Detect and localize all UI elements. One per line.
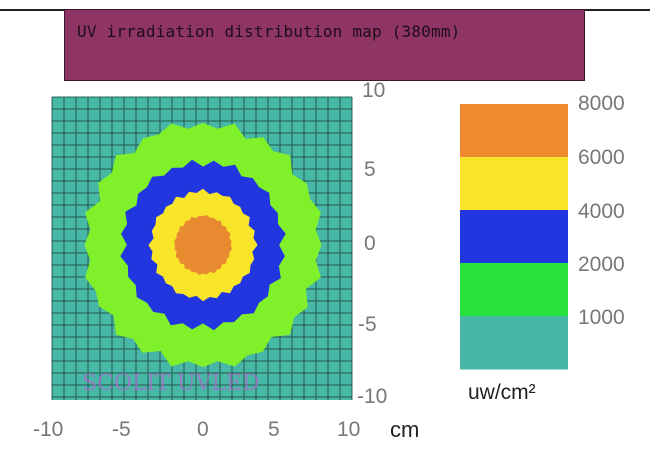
x-tick-label: 10: [337, 418, 361, 441]
chart-title: UV irradiation distribution map (380mm): [77, 22, 461, 41]
colorbar-tick-label: 2000: [578, 253, 625, 276]
y-tick-label: 10: [362, 79, 386, 102]
colorbar-tick-label: 4000: [578, 200, 625, 223]
y-tick-label: 0: [364, 232, 376, 255]
colorbar-tick-label: 8000: [578, 92, 625, 115]
colorbar-band-1000-2000: [460, 263, 568, 317]
y-tick-label: 5: [364, 158, 376, 181]
x-tick-label: 0: [197, 418, 209, 441]
colorbar-tick-label: 1000: [578, 306, 625, 329]
x-tick-label: 5: [268, 418, 280, 441]
colorbar-tick-label: 6000: [578, 146, 625, 169]
contour-6000: [173, 215, 233, 275]
watermark-text: SCOLIT UVLED: [82, 371, 260, 396]
x-axis-unit: cm: [390, 417, 420, 442]
x-tick-label: -5: [112, 418, 131, 441]
colorbar-band-2000-4000: [460, 210, 568, 264]
colorbar-band-6000-8000: [460, 104, 568, 158]
x-tick-label: -10: [33, 418, 64, 441]
plot-area: SCOLIT UVLED: [51, 96, 353, 400]
chart-title-box: UV irradiation distribution map (380mm): [64, 9, 585, 81]
colorbar-band-0-1000: [460, 316, 568, 370]
y-tick-label: -5: [358, 313, 377, 336]
y-tick-label: -10: [357, 385, 388, 408]
colorbar-unit: uw/cm²: [468, 381, 536, 404]
colorbar-band-4000-6000: [460, 157, 568, 211]
colorbar: [460, 104, 568, 370]
